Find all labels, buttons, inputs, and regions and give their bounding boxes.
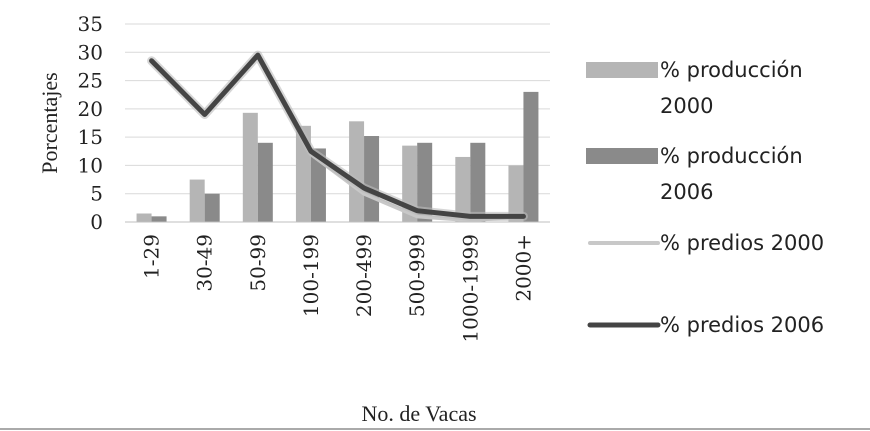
- bar: [242, 112, 258, 222]
- y-tick-label: 5: [90, 182, 103, 206]
- x-tick-labels: 1-29 30-49 50-99 100-199 200-499 500-999 1000-…: [140, 234, 536, 343]
- y-tick-label: 30: [78, 40, 103, 64]
- series-lines: [147, 50, 528, 223]
- legend-label: % producción: [660, 58, 803, 82]
- legend-label: % predios 2000: [660, 231, 824, 255]
- y-tick-label: 35: [78, 12, 103, 36]
- legend-label: 2006: [660, 180, 713, 204]
- bar: [417, 142, 433, 222]
- legend-label: 2000: [660, 94, 713, 118]
- legend-label: % predios 2006: [660, 313, 824, 337]
- bar: [455, 156, 471, 222]
- x-tick-label: 30-49: [193, 234, 217, 292]
- y-tick-label: 10: [78, 153, 103, 177]
- x-tick-label: 2000+: [511, 234, 535, 302]
- bar: [310, 148, 326, 222]
- bar: [349, 121, 365, 222]
- bar: [508, 165, 524, 222]
- x-tick-label: 500-999: [405, 234, 429, 317]
- x-tick-label: 200-499: [352, 234, 376, 317]
- y-tick-label: 0: [90, 210, 103, 234]
- bar: [136, 213, 152, 222]
- x-tick-label: 1000-1999: [458, 234, 482, 343]
- x-axis-label: No. de Vacas: [361, 401, 476, 426]
- x-tick-label: 1-29: [140, 234, 164, 279]
- series-line: [149, 52, 526, 219]
- bar: [364, 136, 380, 222]
- legend: % producción 2000 % producción 2006 % predio…: [586, 58, 824, 337]
- x-tick-label: 100-199: [299, 234, 323, 317]
- y-tick-label: 20: [78, 97, 103, 121]
- bar: [523, 91, 539, 222]
- y-tick-labels: 0 5 10 15 20 25 30 35: [78, 12, 103, 234]
- y-tick-label: 15: [78, 125, 103, 149]
- bar: [151, 216, 167, 222]
- bar: [204, 193, 220, 222]
- legend-label: % producción: [660, 144, 803, 168]
- y-axis-label: Porcentajes: [37, 72, 62, 173]
- legend-swatch: [586, 62, 658, 78]
- bar: [257, 142, 273, 222]
- y-tick-label: 25: [78, 69, 103, 93]
- x-tick-label: 50-99: [246, 234, 270, 292]
- bar: [470, 142, 486, 222]
- bars: [136, 91, 539, 222]
- legend-swatch: [586, 148, 658, 164]
- bar: [189, 179, 205, 222]
